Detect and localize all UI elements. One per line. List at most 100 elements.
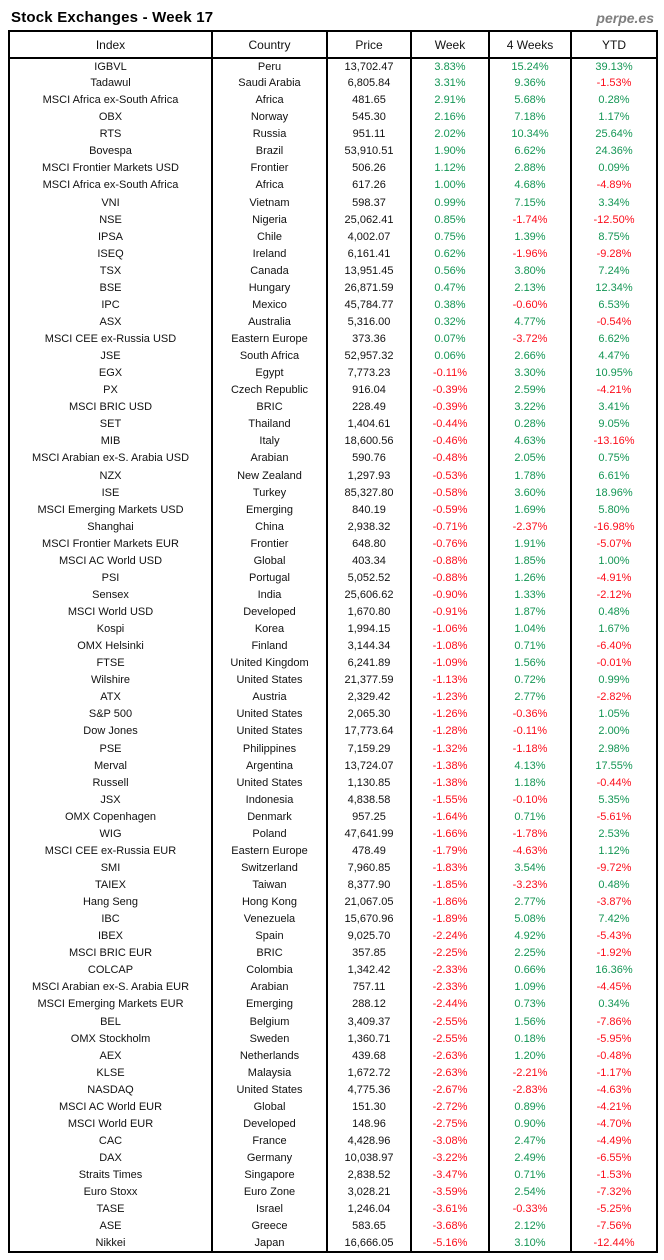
country-cell: United States [211, 774, 328, 792]
price-cell: 545.30 [326, 109, 412, 127]
week-cell: -0.71% [410, 518, 490, 536]
price-cell: 13,724.07 [326, 757, 412, 775]
country-cell: Eastern Europe [211, 331, 328, 349]
table-row: VNI Vietnam 598.37 0.99% 7.15% 3.34% [8, 194, 658, 212]
4weeks-cell: 1.78% [488, 467, 572, 485]
table-row: S&P 500 United States 2,065.30 -1.26% -0.36%… [8, 706, 658, 724]
country-cell: South Africa [211, 348, 328, 366]
index-cell: MSCI World USD [8, 604, 213, 622]
price-cell: 52,957.32 [326, 348, 412, 366]
table-row: IPSA Chile 4,002.07 0.75% 1.39% 8.75% [8, 228, 658, 246]
ytd-cell: -1.17% [570, 1064, 658, 1082]
table-row: IBEX Spain 9,025.70 -2.24% 4.92% -5.43% [8, 928, 658, 946]
4weeks-cell: -1.18% [488, 740, 572, 758]
price-cell: 15,670.96 [326, 911, 412, 929]
ytd-cell: 1.17% [570, 109, 658, 127]
week-cell: -1.23% [410, 689, 490, 707]
exchanges-table: Index Country Price Week 4 Weeks YTD IGBVL Per… [8, 30, 658, 1254]
country-cell: Arabian [211, 979, 328, 997]
table-row: NZX New Zealand 1,297.93 -0.53% 1.78% 6.61% [8, 467, 658, 485]
table-row: JSX Indonesia 4,838.58 -1.55% -0.10% 5.35% [8, 791, 658, 809]
price-cell: 439.68 [326, 1047, 412, 1065]
table-row: IGBVL Peru 13,702.47 3.83% 15.24% 39.13% [8, 58, 658, 76]
week-cell: 2.91% [410, 92, 490, 110]
week-cell: -0.46% [410, 433, 490, 451]
ytd-cell: -5.61% [570, 808, 658, 826]
week-cell: -1.86% [410, 894, 490, 912]
index-cell: MSCI Africa ex-South Africa [8, 177, 213, 195]
4weeks-cell: 0.90% [488, 1115, 572, 1133]
price-cell: 7,960.85 [326, 859, 412, 877]
country-cell: Denmark [211, 808, 328, 826]
4weeks-cell: 3.22% [488, 399, 572, 417]
4weeks-cell: 1.85% [488, 552, 572, 570]
table-row: DAX Germany 10,038.97 -3.22% 2.49% -6.55% [8, 1150, 658, 1168]
week-cell: -0.88% [410, 552, 490, 570]
price-cell: 85,327.80 [326, 484, 412, 502]
price-cell: 506.26 [326, 160, 412, 178]
ytd-cell: -4.91% [570, 569, 658, 587]
4weeks-cell: 1.20% [488, 1047, 572, 1065]
price-cell: 4,775.36 [326, 1081, 412, 1099]
week-cell: -3.22% [410, 1150, 490, 1168]
week-cell: -0.59% [410, 501, 490, 519]
ytd-cell: 0.48% [570, 604, 658, 622]
ytd-cell: 2.00% [570, 723, 658, 741]
table-row: NSE Nigeria 25,062.41 0.85% -1.74% -12.50% [8, 211, 658, 229]
week-cell: -0.11% [410, 365, 490, 383]
4weeks-cell: -1.78% [488, 825, 572, 843]
country-cell: Developed [211, 1115, 328, 1133]
week-cell: -0.58% [410, 484, 490, 502]
country-cell: New Zealand [211, 467, 328, 485]
country-cell: China [211, 518, 328, 536]
index-cell: S&P 500 [8, 706, 213, 724]
price-cell: 151.30 [326, 1098, 412, 1116]
table-row: TAIEX Taiwan 8,377.90 -1.85% -3.23% 0.48% [8, 877, 658, 895]
week-cell: 0.47% [410, 279, 490, 297]
country-cell: Hungary [211, 279, 328, 297]
ytd-cell: -3.87% [570, 894, 658, 912]
ytd-cell: -12.44% [570, 1235, 658, 1253]
price-cell: 13,951.45 [326, 262, 412, 280]
week-cell: 0.99% [410, 194, 490, 212]
index-cell: MSCI Emerging Markets USD [8, 501, 213, 519]
index-cell: MSCI BRIC USD [8, 399, 213, 417]
ytd-cell: -7.32% [570, 1184, 658, 1202]
4weeks-cell: 0.28% [488, 416, 572, 434]
ytd-cell: 7.24% [570, 262, 658, 280]
index-cell: PSE [8, 740, 213, 758]
index-cell: MSCI CEE ex-Russia EUR [8, 842, 213, 860]
ytd-cell: -1.53% [570, 75, 658, 93]
index-cell: Dow Jones [8, 723, 213, 741]
week-cell: -2.55% [410, 1013, 490, 1031]
page-title: Stock Exchanges - Week 17 [11, 9, 214, 26]
table-row: Nikkei Japan 16,666.05 -5.16% 3.10% -12.44% [8, 1235, 658, 1253]
ytd-cell: 10.95% [570, 365, 658, 383]
index-cell: MSCI World EUR [8, 1115, 213, 1133]
4weeks-cell: 2.12% [488, 1218, 572, 1236]
price-cell: 357.85 [326, 945, 412, 963]
week-cell: -2.44% [410, 996, 490, 1014]
ytd-cell: -16.98% [570, 518, 658, 536]
price-cell: 3,409.37 [326, 1013, 412, 1031]
index-cell: WIG [8, 825, 213, 843]
ytd-cell: 1.67% [570, 621, 658, 639]
table-row: AEX Netherlands 439.68 -2.63% 1.20% -0.48% [8, 1047, 658, 1065]
ytd-cell: -5.07% [570, 535, 658, 553]
ytd-cell: 1.12% [570, 842, 658, 860]
week-cell: -1.09% [410, 655, 490, 673]
ytd-cell: 5.80% [570, 501, 658, 519]
week-cell: -3.08% [410, 1132, 490, 1150]
header-row: Index Country Price Week 4 Weeks YTD [8, 31, 658, 59]
ytd-cell: 17.55% [570, 757, 658, 775]
4weeks-cell: 15.24% [488, 58, 572, 76]
table-row: MSCI Africa ex-South Africa Africa 617.26 1… [8, 177, 658, 195]
price-cell: 598.37 [326, 194, 412, 212]
week-cell: -1.38% [410, 757, 490, 775]
index-cell: ASE [8, 1218, 213, 1236]
country-cell: Switzerland [211, 859, 328, 877]
table-row: PX Czech Republic 916.04 -0.39% 2.59% -4.21% [8, 382, 658, 400]
4weeks-cell: 3.80% [488, 262, 572, 280]
price-cell: 4,838.58 [326, 791, 412, 809]
country-cell: Turkey [211, 484, 328, 502]
